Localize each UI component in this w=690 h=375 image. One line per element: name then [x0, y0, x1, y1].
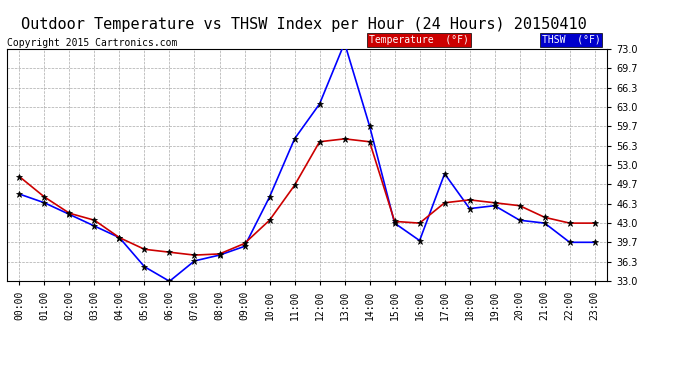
Text: Temperature  (°F): Temperature (°F) [369, 35, 469, 45]
Text: Copyright 2015 Cartronics.com: Copyright 2015 Cartronics.com [7, 38, 177, 48]
Text: Outdoor Temperature vs THSW Index per Hour (24 Hours) 20150410: Outdoor Temperature vs THSW Index per Ho… [21, 17, 586, 32]
Text: THSW  (°F): THSW (°F) [542, 35, 600, 45]
